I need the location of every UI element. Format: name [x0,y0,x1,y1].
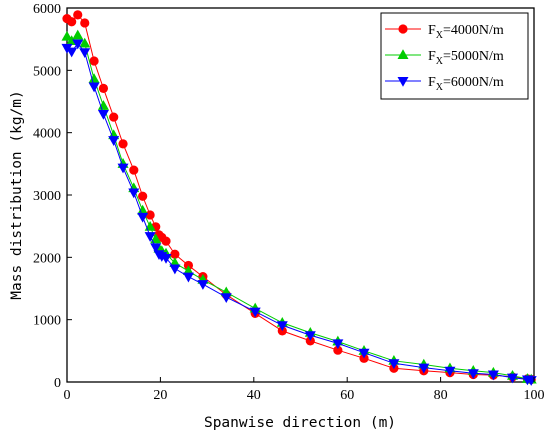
legend-marker [397,77,409,87]
y-tick-label: 6000 [33,2,61,17]
data-point [67,17,77,27]
data-point [88,73,100,84]
data-point [182,272,194,283]
data-point [144,232,156,242]
data-point [72,39,84,50]
data-point [507,373,519,384]
data-point [80,18,90,28]
y-axis-title: Mass distribution (kg/m) [9,90,25,300]
data-point [137,204,149,215]
data-point [138,191,148,201]
data-point [73,10,83,20]
data-point [304,331,316,342]
data-point [129,165,139,175]
legend-marker [398,24,408,34]
x-tick-label: 40 [247,388,261,403]
data-point [79,48,91,59]
data-point [169,264,181,275]
series-0 [62,10,536,385]
legend-marker [397,49,409,59]
x-tick-label: 20 [153,388,167,403]
data-point [72,29,84,40]
data-point [444,366,456,377]
y-tick-label: 1000 [33,314,61,329]
data-point [137,212,149,223]
legend: FX=4000N/m FX=5000N/m FX=6000N/m [380,12,529,100]
data-point [160,253,172,264]
data-point [220,293,232,304]
data-point [88,82,100,93]
data-point [150,243,162,254]
series-layer [61,10,537,386]
legend-label: FX=4000N/m [428,23,504,41]
x-tick-label: 0 [64,388,71,403]
data-point [358,348,370,359]
legend-entry: FX=4000N/m [385,23,504,41]
data-point [276,321,288,332]
data-point [170,249,180,259]
data-point [161,236,171,246]
y-tick-label: 5000 [33,64,61,79]
data-point [418,363,430,374]
data-point [333,345,343,355]
series-line [66,42,532,381]
x-tick-label: 80 [434,388,448,403]
legend-entry: FX=5000N/m [385,49,504,67]
legend-label: FX=5000N/m [428,49,504,67]
data-point [249,307,261,318]
x-axis-title: Spanwise direction (m) [204,415,396,431]
data-point [66,47,78,58]
data-point [128,188,140,199]
series-2 [61,39,537,386]
data-point [487,370,499,381]
x-tick-label: 100 [524,388,545,403]
x-tick-label: 60 [340,388,354,403]
data-point [388,359,400,370]
y-tick-label: 3000 [33,189,61,204]
data-point [197,280,209,290]
y-tick-label: 4000 [33,127,61,142]
data-point [467,369,479,380]
data-point [98,83,109,94]
y-tick-label: 0 [54,376,61,391]
data-point [145,210,155,220]
data-point [61,30,73,41]
data-point [97,109,109,120]
data-point [89,56,99,66]
data-point [182,265,194,276]
data-point [117,163,129,174]
data-point [332,339,344,350]
legend-label: FX=6000N/m [428,75,504,93]
data-point [108,136,120,146]
legend-entry: FX=6000N/m [385,75,504,93]
y-tick-label: 2000 [33,251,61,266]
data-point [79,37,91,48]
data-point [118,139,128,149]
data-point [109,112,119,122]
